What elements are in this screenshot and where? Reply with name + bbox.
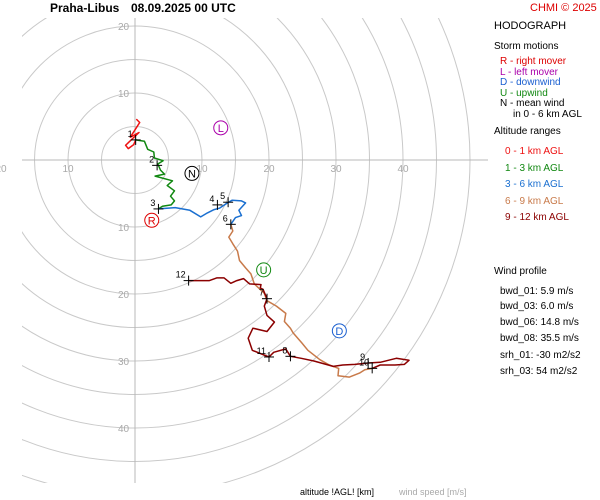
wind-line-segment [158, 199, 247, 225]
height-mark-label: 6 [223, 213, 228, 223]
wind-profile-item: bwd_03: 6.0 m/s [500, 301, 574, 312]
wind-profile-title: Wind profile [494, 266, 547, 277]
height-mark-label: 10 [359, 357, 369, 367]
y-tick-label: 40 [118, 424, 130, 435]
wind-line-segment [228, 224, 373, 378]
storm-motion-item: D - downwind [500, 77, 561, 88]
x-tick-label: 10 [196, 164, 208, 175]
altitude-ranges-title: Altitude ranges [494, 126, 561, 137]
storm-marker-label: R [148, 215, 156, 227]
sidebar-title: HODOGRAPH [494, 20, 567, 32]
altitude-range-item: 9 - 12 km AGL [505, 212, 569, 223]
height-mark-label: 3 [150, 198, 155, 208]
sounding-datetime: 08.09.2025 00 UTC [131, 1, 236, 15]
station-name: Praha-Libus [50, 1, 120, 15]
x-tick-label: 30 [330, 164, 342, 175]
storm-motion-item: L - left mover [500, 66, 558, 78]
speed-ring [22, 18, 437, 462]
y-tick-label: 30 [118, 357, 130, 368]
storm-motion-item: N - mean wind [500, 98, 565, 109]
hodograph-axes [22, 18, 488, 483]
wind-profile-lines [124, 118, 410, 378]
storm-motion-item: in 0 - 6 km AGL [513, 108, 582, 120]
wind-profile-item: bwd_06: 14.8 m/s [500, 317, 579, 328]
storm-marker-label: N [188, 168, 196, 180]
storm-marker-circle [256, 262, 272, 278]
altitude-unit-label: altitude !AGL! [km] [300, 487, 375, 497]
height-mark-label: 7 [259, 288, 264, 298]
storm-motion-item: U - upwind [500, 87, 548, 99]
height-mark-label: 9 [360, 352, 365, 362]
altitude-range-item: 1 - 3 km AGL [505, 162, 564, 174]
speed-ring [22, 18, 404, 429]
height-mark-label: 5 [220, 191, 225, 201]
axis-tick-labels: 20 10 10 20 30 40 20 10 10 20 30 40 [0, 22, 409, 435]
wind-profile-item: bwd_08: 35.5 m/s [500, 333, 579, 344]
speed-ring [22, 18, 337, 362]
storm-marker-circle [184, 165, 200, 181]
speed-ring [22, 18, 370, 395]
height-mark-label: 12 [176, 270, 186, 280]
storm-motion-markers: R L D U N [144, 120, 347, 339]
storm-marker-circle [144, 212, 160, 228]
y-tick-label: 20 [118, 290, 130, 301]
wind-line-segment [188, 277, 410, 370]
height-mark-label: 8 [282, 345, 287, 355]
height-mark-label: 2 [149, 154, 154, 164]
storm-marker-circle [213, 120, 229, 136]
wind-profile-item: srh_01: -30 m2/s2 [500, 350, 581, 361]
storm-marker-label: L [218, 123, 224, 135]
storm-motion-item: R - right mover [500, 56, 567, 67]
x-tick-label: 20 [263, 164, 275, 175]
altitude-range-item: 6 - 9 km AGL [505, 195, 564, 207]
wind-line-segment [135, 139, 176, 210]
x-tick-label: 10 [62, 164, 74, 175]
storm-marker-circle [331, 323, 347, 339]
altitude-range-item: 0 - 1 km AGL [505, 146, 564, 157]
height-mark-label: 1 [128, 129, 133, 139]
y-tick-label: 10 [118, 89, 130, 100]
storm-marker-label: D [335, 326, 343, 338]
y-tick-label: 10 [118, 223, 130, 234]
storm-motions-title: Storm motions [494, 41, 559, 52]
wind-line-segment [124, 118, 141, 150]
height-mark-label: 4 [209, 194, 214, 204]
wind-profile-item: bwd_01: 5.9 m/s [500, 286, 574, 297]
altitude-range-item: 3 - 6 km AGL [505, 179, 564, 190]
x-tick-label: 40 [397, 164, 409, 175]
x-tick-label: 20 [0, 164, 7, 175]
height-mark-label: 11 [257, 346, 266, 356]
storm-marker-label: U [260, 265, 268, 277]
copyright-credit: CHMI © 2025 [530, 2, 597, 14]
y-tick-label: 20 [118, 22, 130, 33]
wind-speed-unit-label: wind speed [m/s] [399, 487, 467, 497]
wind-profile-item: srh_03: 54 m2/s2 [500, 366, 578, 377]
